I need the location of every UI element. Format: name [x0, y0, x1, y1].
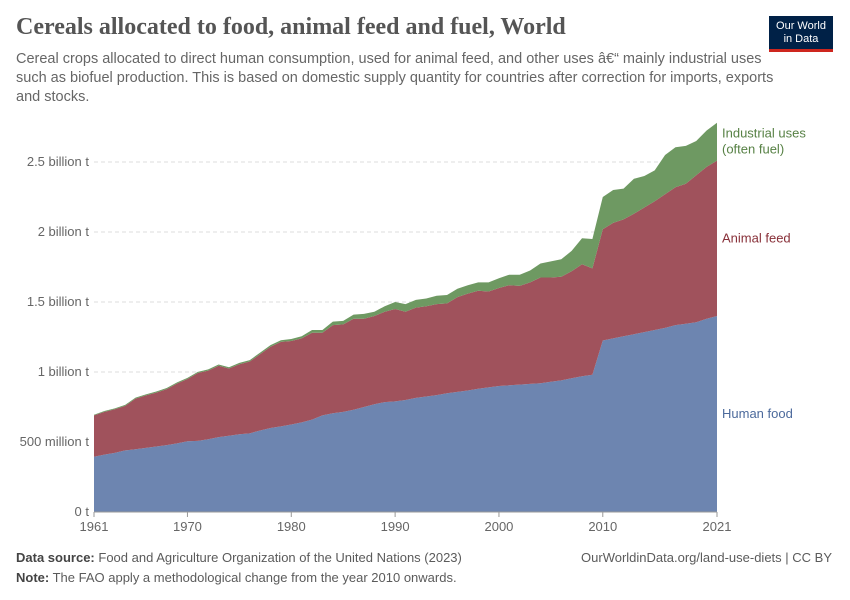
y-tick-label: 1 billion t	[38, 364, 90, 379]
note-label: Note:	[16, 570, 50, 585]
y-tick-label: 1.5 billion t	[27, 294, 90, 309]
series-label-line: Animal feed	[722, 230, 791, 245]
series-label-line: Industrial uses	[722, 126, 806, 141]
area-series	[94, 122, 717, 512]
series-label: Animal feed	[722, 230, 791, 245]
chart-subtitle: Cereal crops allocated to direct human c…	[16, 51, 774, 105]
y-tick-label: 2 billion t	[38, 224, 90, 239]
series-label: Industrial uses (often fuel)	[722, 126, 806, 157]
x-tick-label: 1970	[173, 519, 202, 534]
series-label-line: (often fuel)	[722, 142, 784, 157]
x-tick-label: 2010	[588, 519, 617, 534]
series-label-line: Human food	[722, 406, 793, 421]
data-source-label: Data source:	[16, 550, 95, 565]
axes: 0 t 500 million t 1 billion t 1.5 billion t…	[20, 154, 732, 534]
area-human-food	[94, 316, 717, 512]
owid-logo[interactable]: Our World in Data	[769, 16, 833, 52]
data-source: Data source: Food and Agriculture Organi…	[16, 550, 462, 565]
x-tick-label: 1961	[80, 519, 109, 534]
series-labels: Human food Animal feed Industrial uses (oft…	[722, 126, 806, 421]
logo-line-2: in Data	[783, 33, 819, 45]
y-tick-label: 0 t	[75, 504, 90, 519]
x-tick-label: 1980	[277, 519, 306, 534]
note-text: The FAO apply a methodological change fr…	[52, 570, 457, 585]
chart-note: Note: The FAO apply a methodological cha…	[16, 570, 457, 585]
x-tick-label: 2021	[703, 519, 732, 534]
x-tick-label: 2000	[484, 519, 513, 534]
logo-line-1: Our World	[776, 20, 826, 32]
y-tick-label: 500 million t	[20, 434, 90, 449]
series-label: Human food	[722, 406, 793, 421]
chart-title: Cereals allocated to food, animal feed a…	[16, 14, 566, 40]
data-source-text: Food and Agriculture Organization of the…	[98, 550, 462, 565]
area-animal-feed	[94, 160, 717, 457]
x-tick-label: 1990	[381, 519, 410, 534]
y-tick-label: 2.5 billion t	[27, 154, 90, 169]
attribution-link[interactable]: OurWorldinData.org/land-use-diets | CC B…	[581, 550, 832, 565]
